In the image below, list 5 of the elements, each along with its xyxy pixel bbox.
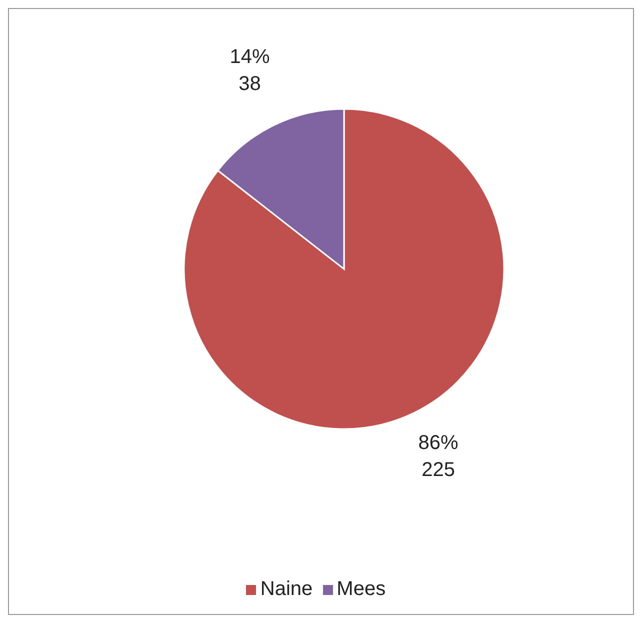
legend-label: Naine bbox=[260, 578, 313, 600]
data-label: 14% 38 bbox=[230, 46, 270, 95]
data-label: 86% 225 bbox=[418, 432, 459, 482]
legend-label: Mees bbox=[336, 578, 386, 600]
pie-slice bbox=[183, 108, 505, 430]
